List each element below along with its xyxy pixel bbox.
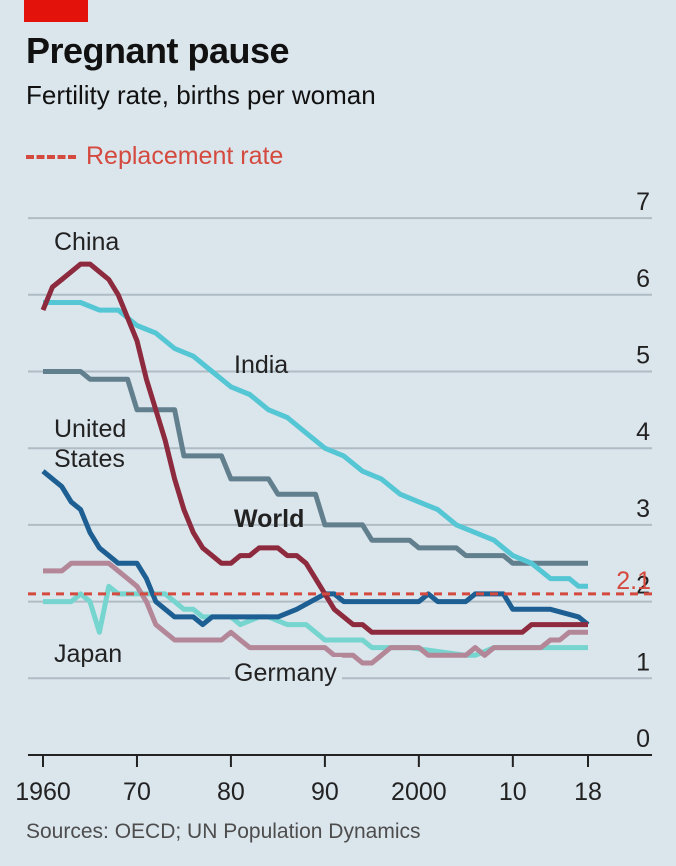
legend: Replacement rate <box>26 142 283 171</box>
series-label-germany: Germany <box>234 659 337 687</box>
series-label-line: Germany <box>234 659 337 687</box>
y-tick-label: 7 <box>636 188 650 216</box>
source-note: Sources: OECD; UN Population Dynamics <box>26 820 421 843</box>
legend-label: Replacement rate <box>86 142 284 170</box>
series-label-line: India <box>234 351 288 379</box>
series-label-china: China <box>54 228 119 256</box>
brand-tag <box>24 0 88 22</box>
y-tick-label: 5 <box>636 342 650 370</box>
x-tick-label: 90 <box>311 778 339 806</box>
x-tick-label: 1960 <box>15 778 71 806</box>
annotation-bg <box>230 657 342 689</box>
series-line-germany <box>43 560 588 666</box>
y-tick-label: 4 <box>636 418 650 446</box>
x-tick-label: 80 <box>217 778 245 806</box>
chart-title: Pregnant pause <box>26 30 290 71</box>
replacement-value-label: 2.1 <box>616 567 651 595</box>
series-line-india <box>43 300 588 589</box>
series-label-world: World <box>234 505 304 533</box>
series-label-japan: Japan <box>54 640 122 668</box>
x-tick-label: 18 <box>574 778 602 806</box>
replacement-dash-icon <box>26 154 76 159</box>
series-label-line: Japan <box>54 640 122 668</box>
x-tick-label: 2000 <box>391 778 447 806</box>
x-tick-label: 70 <box>123 778 151 806</box>
series-label-line: China <box>54 228 119 256</box>
y-tick-label: 3 <box>636 495 650 523</box>
series-label-line: States <box>54 445 125 473</box>
y-tick-label: 1 <box>636 648 650 676</box>
x-tick-label: 10 <box>499 778 527 806</box>
series-label-line: World <box>234 505 304 533</box>
chart-subtitle: Fertility rate, births per woman <box>26 80 376 110</box>
series-line-world <box>43 369 588 566</box>
series-label-line: United <box>54 415 126 443</box>
y-tick-label: 0 <box>636 725 650 753</box>
y-tick-label: 6 <box>636 265 650 293</box>
series-label-india: India <box>234 351 288 379</box>
series-label-united-states: United States <box>54 415 126 473</box>
series-line-china <box>40 261 588 635</box>
